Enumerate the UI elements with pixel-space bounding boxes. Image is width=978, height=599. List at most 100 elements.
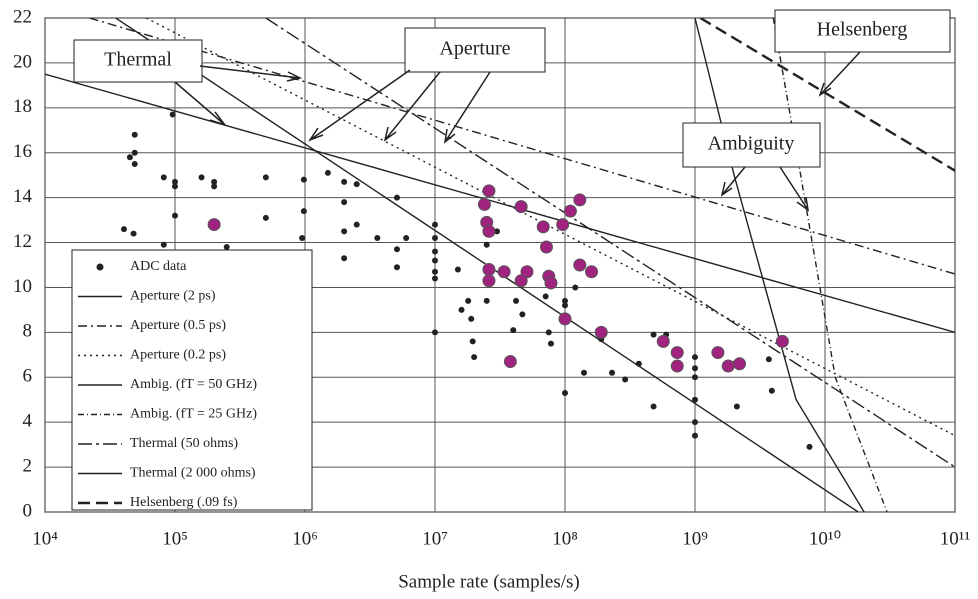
arrow bbox=[779, 166, 810, 212]
y-tick-label: 12 bbox=[13, 231, 32, 252]
data-point bbox=[494, 228, 501, 235]
data-point bbox=[650, 331, 657, 338]
data-point bbox=[131, 149, 138, 156]
arrow bbox=[720, 166, 746, 197]
data-point bbox=[765, 356, 772, 363]
data-point bbox=[300, 208, 307, 215]
data-point bbox=[469, 338, 476, 345]
data-point bbox=[211, 178, 218, 185]
data-circle bbox=[477, 197, 491, 211]
legend-label: ADC data bbox=[130, 259, 187, 274]
legend-label: Ambig. (fT = 50 GHz) bbox=[130, 377, 257, 392]
legend: ADC data Aperture (2 ps) Aperture (0.5 ps)… bbox=[71, 249, 313, 511]
arrow bbox=[443, 71, 491, 144]
lines bbox=[45, 18, 955, 512]
limit-line bbox=[45, 73, 955, 334]
annotation-box bbox=[774, 9, 951, 53]
data-point bbox=[223, 244, 230, 251]
data-point bbox=[545, 329, 552, 336]
arrow bbox=[818, 51, 861, 97]
annotation-box bbox=[404, 27, 546, 73]
data-point bbox=[160, 174, 167, 181]
y-tick-label: 18 bbox=[13, 96, 32, 117]
data-circle bbox=[539, 240, 553, 254]
data-point bbox=[692, 354, 698, 361]
data-point bbox=[211, 183, 218, 190]
data-circle bbox=[482, 262, 496, 276]
data-point bbox=[353, 181, 360, 188]
data-point bbox=[432, 329, 438, 336]
data-circle bbox=[514, 274, 528, 288]
data-point bbox=[806, 443, 813, 450]
data-point bbox=[126, 154, 133, 161]
data-point bbox=[341, 255, 348, 262]
data-circle bbox=[573, 193, 587, 207]
data-point bbox=[353, 221, 360, 228]
data-circle bbox=[514, 200, 528, 214]
arrow bbox=[308, 69, 411, 142]
data-point bbox=[432, 235, 438, 242]
data-circle bbox=[656, 334, 670, 348]
data-circle bbox=[544, 276, 558, 290]
data-circle bbox=[503, 355, 517, 369]
data-point bbox=[432, 268, 438, 275]
data-point bbox=[510, 327, 517, 334]
data-point bbox=[169, 111, 176, 118]
data-circle bbox=[556, 218, 570, 232]
data-point bbox=[692, 396, 698, 403]
data-point bbox=[562, 302, 568, 309]
data-point bbox=[341, 199, 348, 206]
data-circle bbox=[721, 359, 735, 373]
plot-area: 0 2 4 6 8 10 12 14 16 18 20 22 10⁴ 10⁵ 10⁶ 10⁷ 10⁸ 10⁹ 10¹… bbox=[13, 6, 970, 549]
data-point bbox=[172, 212, 178, 219]
data-point bbox=[341, 178, 348, 185]
data-point bbox=[692, 419, 698, 426]
data-point bbox=[432, 248, 438, 255]
y-tick-label: 20 bbox=[13, 51, 32, 72]
data-point bbox=[692, 365, 698, 372]
legend-label: Aperture (2 ps) bbox=[130, 289, 216, 304]
annotation-box bbox=[73, 39, 203, 83]
data-circle bbox=[536, 220, 550, 234]
annotation: Helsenberg bbox=[817, 19, 908, 41]
data-point bbox=[198, 174, 205, 181]
data-point bbox=[609, 369, 616, 376]
y-tick-label: 22 bbox=[13, 6, 32, 27]
x-tick-label: 10⁷ bbox=[422, 528, 448, 549]
data-point bbox=[519, 311, 526, 318]
legend-label: Thermal (50 ohms) bbox=[130, 436, 238, 451]
data-point bbox=[130, 230, 137, 237]
data-point bbox=[262, 214, 269, 221]
annotation: Aperture bbox=[439, 38, 510, 60]
arrow bbox=[199, 65, 303, 82]
y-tick-label: 8 bbox=[23, 321, 33, 342]
data-point bbox=[465, 297, 472, 304]
data-circle bbox=[733, 357, 747, 371]
data-point bbox=[483, 241, 490, 248]
annotations: Thermal Aperture Helsenberg Ambiguity bbox=[73, 9, 951, 212]
x-tick-label: 10¹⁰ bbox=[809, 528, 841, 549]
data-point bbox=[562, 297, 568, 304]
data-point bbox=[483, 297, 490, 304]
legend-label: Helsenberg (.09 fs) bbox=[130, 495, 238, 510]
x-tick-label: 10⁹ bbox=[682, 528, 708, 549]
data-circle bbox=[207, 218, 221, 232]
data-point bbox=[432, 275, 438, 282]
legend-label: Aperture (0.2 ps) bbox=[130, 348, 226, 363]
data-point bbox=[131, 160, 138, 167]
data-circle bbox=[482, 184, 496, 198]
arrow bbox=[383, 71, 441, 142]
data-point bbox=[172, 178, 178, 185]
data-point bbox=[172, 183, 178, 190]
data-circle bbox=[482, 274, 496, 288]
x-axis-label: Sample rate (samples/s) bbox=[398, 571, 580, 592]
data-point bbox=[403, 235, 410, 242]
legend-label: Aperture (0.5 ps) bbox=[130, 318, 226, 333]
annotation: Thermal bbox=[104, 49, 172, 71]
legend-box bbox=[71, 249, 313, 511]
legend-label: Thermal (2 000 ohms) bbox=[130, 466, 256, 481]
data-point bbox=[635, 360, 642, 367]
limit-line bbox=[694, 18, 865, 512]
x-tick-label: 10¹¹ bbox=[940, 528, 971, 549]
limit-line bbox=[89, 18, 955, 275]
